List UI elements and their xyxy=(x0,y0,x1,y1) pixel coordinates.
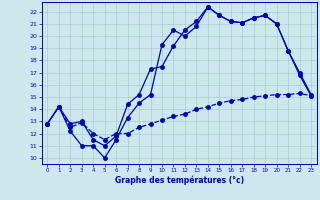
X-axis label: Graphe des températures (°c): Graphe des températures (°c) xyxy=(115,176,244,185)
